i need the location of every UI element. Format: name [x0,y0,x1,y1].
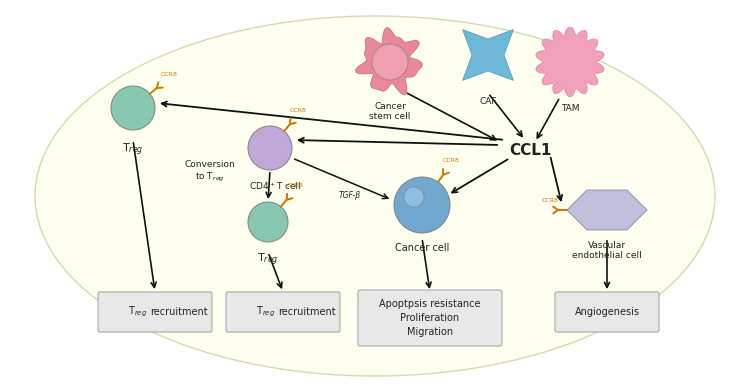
Text: Conversion
to T$_{reg}$: Conversion to T$_{reg}$ [184,160,236,184]
Circle shape [111,86,155,130]
Text: recruitment: recruitment [278,307,336,317]
FancyBboxPatch shape [98,292,212,332]
Text: TAM: TAM [561,104,579,113]
Text: CAF: CAF [479,97,496,106]
Text: Cancer cell: Cancer cell [394,243,449,253]
Circle shape [248,202,288,242]
Text: CCR8: CCR8 [160,73,177,77]
Text: CCL1: CCL1 [509,143,551,158]
Polygon shape [536,27,604,97]
Text: Vascular
endothelial cell: Vascular endothelial cell [572,241,642,260]
FancyBboxPatch shape [358,290,502,346]
Circle shape [372,44,408,80]
FancyBboxPatch shape [555,292,659,332]
Polygon shape [463,29,514,80]
Text: T$_{reg}$: T$_{reg}$ [256,305,275,319]
Text: Apoptpsis resistance: Apoptpsis resistance [380,299,481,309]
Ellipse shape [35,16,715,376]
Text: CCR8: CCR8 [542,198,559,203]
Text: Cancer
stem cell: Cancer stem cell [369,102,411,122]
Text: CD4$^+$T cell: CD4$^+$T cell [249,180,301,192]
FancyBboxPatch shape [226,292,340,332]
Text: Migration: Migration [407,327,453,337]
Text: CCR8: CCR8 [442,158,460,163]
Text: recruitment: recruitment [150,307,208,317]
Polygon shape [567,190,647,230]
Text: Angiogenesis: Angiogenesis [574,307,640,317]
Text: CCR8: CCR8 [290,108,307,113]
Text: CCR8: CCR8 [286,183,303,189]
Text: T$_{reg}$: T$_{reg}$ [122,142,144,158]
Text: T$_{reg}$: T$_{reg}$ [257,252,279,269]
Circle shape [404,187,424,207]
Text: Proliferation: Proliferation [400,313,460,323]
Text: TGF-β: TGF-β [339,191,361,200]
Polygon shape [356,27,422,95]
Circle shape [248,126,292,170]
Circle shape [394,177,450,233]
Text: T$_{reg}$: T$_{reg}$ [128,305,147,319]
